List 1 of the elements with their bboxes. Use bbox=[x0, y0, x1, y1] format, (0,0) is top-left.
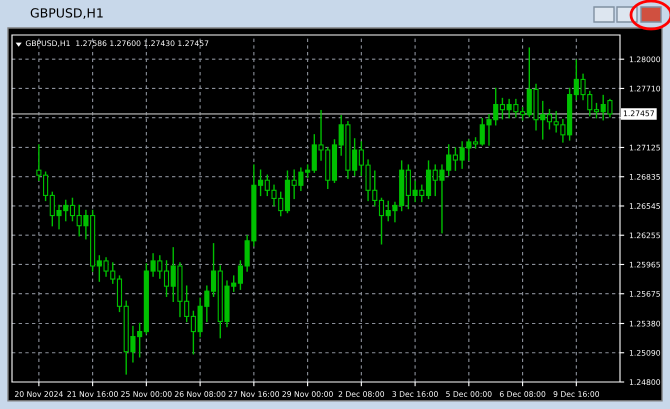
chart-title: GBPUSD,H1 bbox=[30, 8, 103, 19]
